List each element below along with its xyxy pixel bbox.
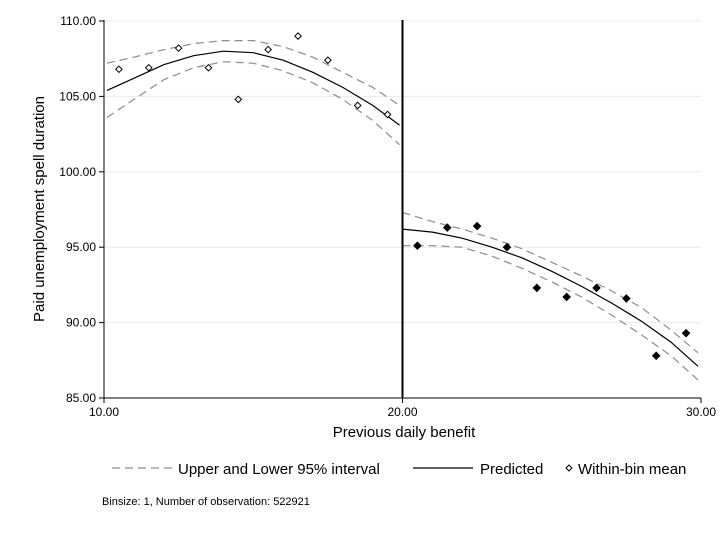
legend: Upper and Lower 95% interval Predicted W… [112,461,686,478]
hollow-point-5 [264,45,273,54]
y-tick-label-5: 110.00 [60,14,96,28]
x-axis-title: Previous daily benefit [333,424,476,441]
hollow-point-2 [174,44,183,53]
y-tick-label-2: 95.00 [66,240,96,254]
point-layer [115,32,691,361]
hollow-point-0 [115,65,123,74]
legend-label-predicted: Predicted [480,461,543,478]
hollow-point-3 [204,63,213,72]
hollow-point-1 [144,63,153,72]
y-tick-label-0: 85.00 [66,391,96,405]
y-tick-label-1: 90.00 [66,316,96,330]
hollow-point-7 [323,56,332,65]
y-axis-title: Paid unemployment spell duration [31,96,48,322]
hollow-point-6 [294,32,302,40]
filled-point-3 [502,242,512,252]
predicted-line-0 [106,50,400,126]
filled-point-8 [651,351,661,361]
ci-line-0 [106,40,400,106]
filled-point-2 [472,221,482,231]
y-tick-label-3: 100.00 [59,165,96,179]
predicted-line-1 [402,228,699,367]
legend-diamond-marker [565,464,573,472]
hollow-point-4 [234,95,243,104]
chart-note: Binsize: 1, Number of observation: 52292… [102,496,310,508]
ci-line-1 [106,61,400,146]
filled-point-4 [532,283,542,293]
legend-label-within-bin: Within-bin mean [578,461,686,478]
filled-point-0 [413,241,422,250]
hollow-point-9 [383,110,392,119]
ci-line-3 [402,245,699,381]
filled-point-1 [442,223,452,232]
x-tick-label-2: 30.00 [686,405,716,419]
y-tick-label-4: 105.00 [59,89,96,103]
filled-point-6 [592,283,601,293]
confidence-band-layer [106,40,699,381]
axis-layer: 85.00 90.00 95.00 100.00 105.00 110.00 10.00 20… [59,14,716,419]
filled-point-9 [681,328,691,338]
legend-label-interval: Upper and Lower 95% interval [178,461,380,478]
x-tick-label-1: 20.00 [387,405,417,419]
ci-line-2 [402,211,699,354]
prediction-line-layer [106,50,699,367]
filled-point-7 [622,294,631,303]
filled-point-5 [562,292,571,302]
hollow-point-8 [353,101,362,110]
x-tick-label-0: 10.00 [89,405,119,419]
